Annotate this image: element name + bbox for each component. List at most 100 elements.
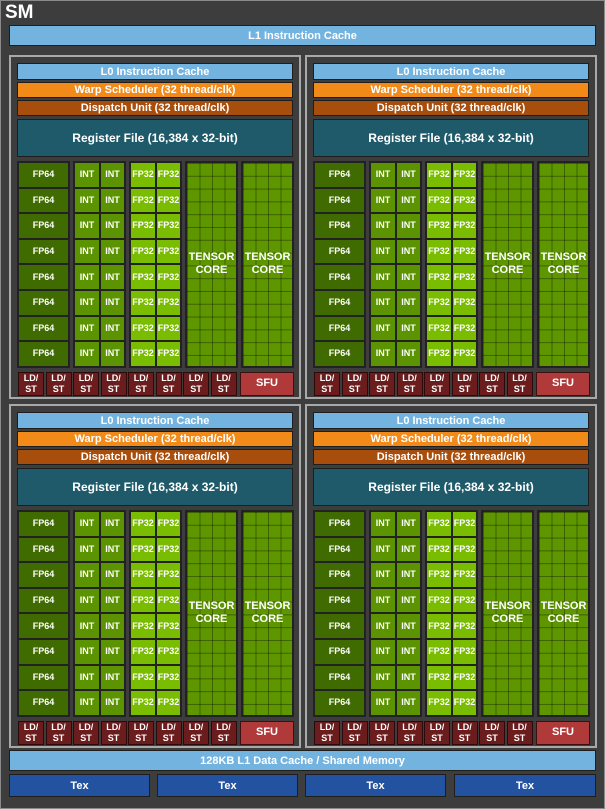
int-unit: INT — [100, 315, 125, 342]
ldst-line1: LD/ — [457, 372, 472, 383]
ldst-line1: LD/ — [78, 721, 94, 732]
int-unit: INT — [74, 587, 100, 614]
fp32-unit: FP32 — [130, 290, 156, 316]
int-unit: INT — [74, 690, 100, 716]
ldst-line1: LD/ — [512, 372, 527, 383]
ldst-line1: LD/ — [484, 721, 500, 732]
fp64-unit: FP64 — [314, 536, 365, 563]
register-file: Register File (16,384 x 32-bit) — [313, 119, 589, 157]
ld-st-unit: LD/ST — [451, 371, 478, 396]
ldst-line2: ST — [107, 383, 120, 394]
tensor-label-line1: TENSOR — [244, 251, 291, 264]
fp32-unit: FP32 — [156, 290, 181, 316]
fp32-unit: FP32 — [130, 639, 156, 665]
ldst-line2: ST — [52, 383, 65, 394]
ldst-line2: ST — [321, 383, 333, 394]
int-unit: INT — [100, 639, 125, 665]
ld-st-unit: LD/ST — [341, 720, 368, 745]
ldst-line2: ST — [486, 383, 498, 394]
ldst-line2: ST — [162, 383, 175, 394]
ldst-line1: LD/ — [188, 721, 204, 732]
ldst-line2: ST — [513, 732, 526, 743]
fp64-unit: FP64 — [18, 587, 69, 614]
fp64-unit: FP64 — [18, 315, 69, 342]
ld-st-unit: LD/ST — [479, 371, 505, 396]
fp32-unit: FP32 — [452, 562, 477, 588]
fp64-unit: FP64 — [314, 587, 365, 614]
register-file: Register File (16,384 x 32-bit) — [313, 468, 589, 506]
int-unit: INT — [100, 664, 125, 691]
ldst-line1: LD/ — [402, 721, 417, 732]
int-unit: INT — [74, 238, 100, 265]
ldst-line2: ST — [458, 732, 471, 743]
fp64-unit: FP64 — [18, 238, 69, 265]
fp32-unit: FP32 — [452, 290, 477, 316]
ldst-line1: LD/ — [23, 721, 39, 732]
int-unit: INT — [100, 162, 125, 188]
ld-st-unit: LD/ST — [100, 371, 127, 396]
ld-st-unit: LD/ST — [210, 720, 237, 745]
tensor-label-line1: TENSOR — [484, 251, 531, 264]
fp32-unit: FP32 — [426, 187, 452, 214]
ld-st-unit: LD/ST — [155, 371, 182, 396]
fp32-unit: FP32 — [426, 162, 452, 188]
tex-unit-3: Tex — [305, 774, 446, 797]
tensor-label-line1: TENSOR — [540, 600, 587, 613]
int-unit: INT — [74, 341, 100, 367]
l0-instruction-cache: L0 Instruction Cache — [17, 412, 293, 429]
fp32-unit: FP32 — [452, 264, 477, 290]
fp32-unit: FP32 — [452, 690, 477, 716]
dispatch-unit: Dispatch Unit (32 thread/clk) — [313, 100, 589, 116]
ld-st-unit: LD/ST — [183, 371, 209, 396]
ld-st-unit: LD/ST — [45, 371, 72, 396]
tensor-label-line1: TENSOR — [484, 600, 531, 613]
fp32-unit: FP32 — [426, 536, 452, 563]
int-unit: INT — [100, 536, 125, 563]
l0-instruction-cache: L0 Instruction Cache — [17, 63, 293, 80]
sfu-unit: SFU — [536, 720, 590, 745]
int-unit: INT — [370, 264, 396, 290]
processing-block-1: L0 Instruction Cache Warp Scheduler (32 … — [9, 55, 301, 399]
fp32-unit: FP32 — [156, 264, 181, 290]
tensor-core-1: TENSOR CORE — [185, 161, 238, 368]
tensor-core-1: TENSOR CORE — [481, 161, 534, 368]
ld-st-unit: LD/ST — [369, 720, 395, 745]
ldst-line1: LD/ — [51, 721, 66, 732]
tex-unit-2: Tex — [157, 774, 298, 797]
ldst-line1: LD/ — [161, 721, 176, 732]
ldst-line1: LD/ — [347, 721, 362, 732]
ldst-line2: ST — [217, 383, 230, 394]
fp32-unit: FP32 — [156, 587, 181, 614]
ld-st-unit: LD/ST — [396, 720, 423, 745]
ldst-line1: LD/ — [133, 372, 149, 383]
int-unit: INT — [370, 562, 396, 588]
dispatch-unit: Dispatch Unit (32 thread/clk) — [17, 449, 293, 465]
ldst-line2: ST — [513, 383, 526, 394]
tensor-core-2: TENSOR CORE — [537, 510, 590, 717]
fp32-unit: FP32 — [426, 341, 452, 367]
fp32-unit: FP32 — [156, 690, 181, 716]
int-unit: INT — [396, 664, 421, 691]
fp64-unit: FP64 — [314, 264, 365, 290]
ldst-line2: ST — [376, 732, 388, 743]
int-unit: INT — [396, 639, 421, 665]
ldst-line1: LD/ — [51, 372, 66, 383]
ldst-line2: ST — [486, 732, 498, 743]
int-unit: INT — [74, 664, 100, 691]
fp64-unit: FP64 — [18, 290, 69, 316]
int-unit: INT — [396, 264, 421, 290]
tensor-label-line2: CORE — [251, 264, 284, 277]
fp32-unit: FP32 — [452, 613, 477, 639]
fp32-unit: FP32 — [156, 162, 181, 188]
int-unit: INT — [370, 511, 396, 537]
fp64-unit: FP64 — [18, 664, 69, 691]
int-unit: INT — [100, 562, 125, 588]
fp32-unit: FP32 — [156, 341, 181, 367]
tensor-label-line2: CORE — [491, 264, 524, 277]
tensor-label-line1: TENSOR — [188, 251, 235, 264]
fp32-unit: FP32 — [452, 587, 477, 614]
fp32-unit: FP32 — [130, 213, 156, 239]
l1-data-cache-shared-memory: 128KB L1 Data Cache / Shared Memory — [9, 750, 596, 771]
int-unit: INT — [370, 238, 396, 265]
ldst-line2: ST — [190, 383, 202, 394]
